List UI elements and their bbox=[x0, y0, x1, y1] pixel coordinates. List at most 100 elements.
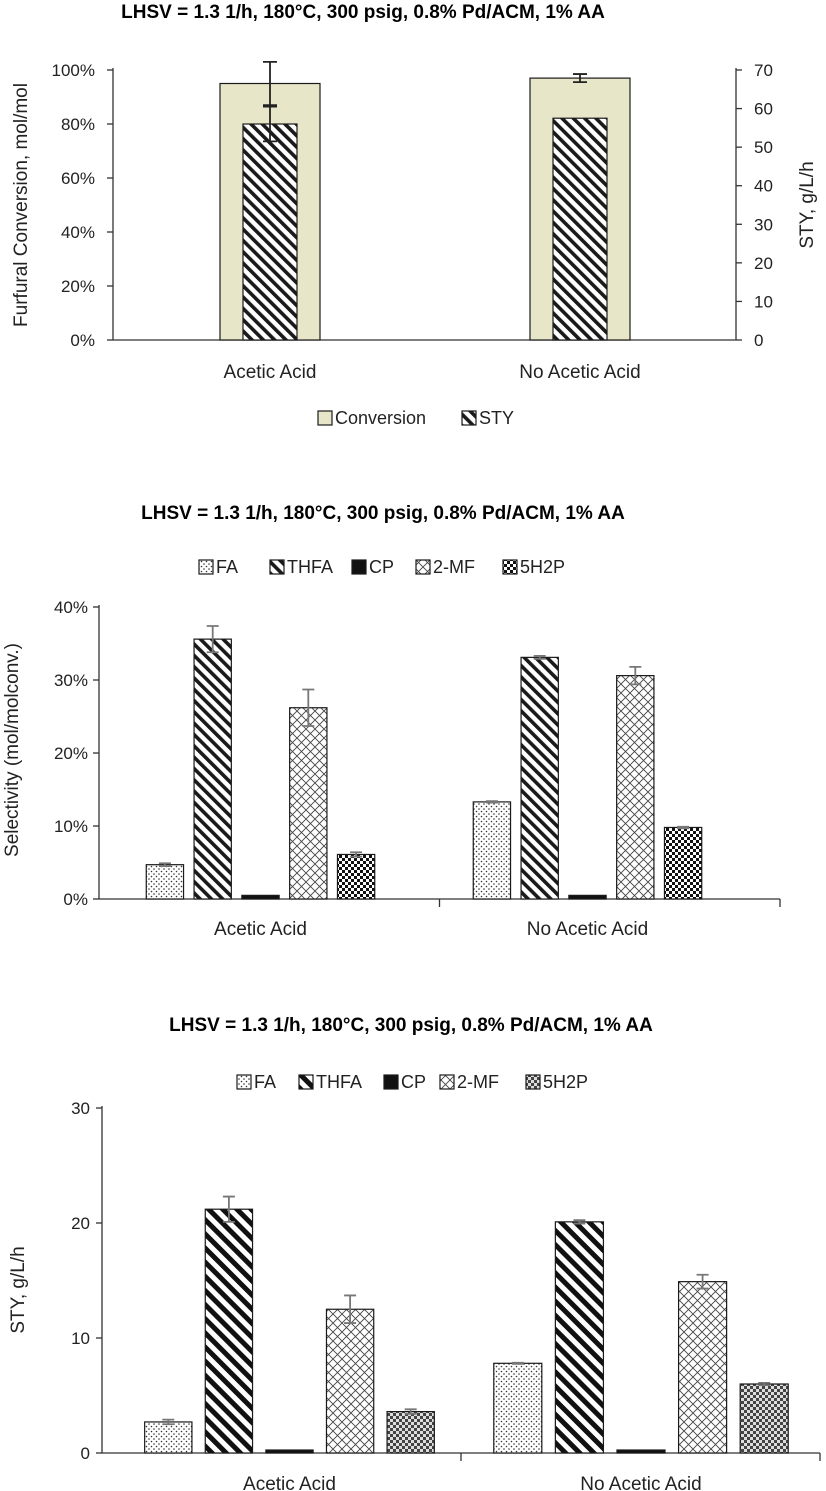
error-bar bbox=[677, 825, 690, 830]
legend-swatch-fa bbox=[198, 559, 214, 575]
x-category-label: No Acetic Acid bbox=[527, 919, 648, 940]
error-bar bbox=[629, 665, 642, 686]
legend-label-sty: STY bbox=[479, 408, 514, 428]
chart-title: LHSV = 1.3 1/h, 180°C, 300 psig, 0.8% Pd… bbox=[121, 2, 605, 23]
legend-label-2-mf: 2-MF bbox=[433, 557, 475, 577]
y2-tick-label: 10 bbox=[754, 292, 773, 311]
y-tick-label: 0% bbox=[63, 890, 88, 909]
y-tick-label: 100% bbox=[52, 61, 95, 80]
legend-label-thfa: THFA bbox=[316, 1072, 362, 1092]
y-tick-label: 40% bbox=[54, 598, 88, 617]
error-bar bbox=[533, 655, 546, 660]
chart-title: LHSV = 1.3 1/h, 180°C, 300 psig, 0.8% Pd… bbox=[169, 1015, 653, 1036]
legend-label-cp: CP bbox=[369, 557, 394, 577]
bar-2-mf bbox=[677, 1281, 728, 1454]
bar-2-mf bbox=[289, 707, 328, 900]
chart-1: LHSV = 1.3 1/h, 180°C, 300 psig, 0.8% Pd… bbox=[11, 2, 818, 428]
bar-5h2p bbox=[663, 826, 703, 900]
x-category-label: Acetic Acid bbox=[224, 362, 317, 383]
x-category-label: Acetic Acid bbox=[243, 1474, 336, 1491]
y-tick-label: 0% bbox=[70, 331, 95, 350]
error-bar bbox=[302, 688, 315, 727]
error-bar bbox=[263, 105, 277, 143]
y-axis-label: STY, g/L/h bbox=[8, 1246, 29, 1333]
error-bar bbox=[344, 1294, 357, 1324]
bar-2-mf bbox=[616, 675, 655, 900]
legend-swatch-2-mf bbox=[439, 1074, 455, 1090]
legend-swatch-2-mf bbox=[415, 559, 431, 575]
chart-2: LHSV = 1.3 1/h, 180°C, 300 psig, 0.8% Pd… bbox=[2, 503, 781, 940]
error-bar bbox=[573, 73, 587, 84]
bar-cp bbox=[241, 894, 280, 900]
y-tick-label: 20% bbox=[54, 744, 88, 763]
legend-label-5h2p: 5H2P bbox=[520, 557, 565, 577]
bar-2-mf bbox=[325, 1308, 375, 1454]
bar-cp bbox=[616, 1449, 666, 1454]
error-bar bbox=[758, 1381, 771, 1387]
bar-5h2p bbox=[386, 1410, 435, 1454]
error-bar bbox=[350, 851, 363, 858]
x-category-label: No Acetic Acid bbox=[519, 362, 640, 383]
y-tick-label: 20 bbox=[71, 1214, 90, 1233]
legend-swatch-5h2p bbox=[502, 559, 518, 575]
legend-label-thfa: THFA bbox=[287, 557, 333, 577]
error-bar bbox=[404, 1408, 417, 1415]
y2-tick-label: 40 bbox=[754, 177, 773, 196]
bar-fa bbox=[493, 1362, 543, 1454]
y2-tick-label: 50 bbox=[754, 138, 773, 157]
y-tick-label: 60% bbox=[61, 169, 95, 188]
y-tick-label: 20% bbox=[61, 277, 95, 296]
y-tick-label: 10% bbox=[54, 817, 88, 836]
chart-title: LHSV = 1.3 1/h, 180°C, 300 psig, 0.8% Pd… bbox=[141, 503, 625, 524]
legend-label-2-mf: 2-MF bbox=[457, 1072, 499, 1092]
y2-tick-label: 70 bbox=[754, 61, 773, 80]
x-category-label: No Acetic Acid bbox=[580, 1474, 701, 1491]
bar-thfa bbox=[554, 1221, 605, 1454]
legend-swatch-cp bbox=[383, 1074, 399, 1090]
y-tick-label: 30% bbox=[54, 671, 88, 690]
y2-tick-label: 0 bbox=[754, 331, 763, 350]
bar-thfa bbox=[204, 1208, 254, 1454]
legend-swatch-thfa bbox=[269, 559, 285, 575]
bar-fa bbox=[472, 801, 512, 900]
legend-swatch-sty bbox=[461, 410, 477, 426]
y-tick-label: 30 bbox=[71, 1099, 90, 1118]
bar-sty bbox=[552, 117, 608, 341]
bar-5h2p bbox=[739, 1383, 789, 1454]
legend-label-cp: CP bbox=[401, 1072, 426, 1092]
error-bar bbox=[206, 625, 219, 654]
legend-swatch-thfa bbox=[298, 1074, 314, 1090]
x-category-label: Acetic Acid bbox=[214, 919, 307, 940]
legend-swatch-fa bbox=[236, 1074, 252, 1090]
error-bar bbox=[511, 1361, 524, 1365]
error-bar bbox=[162, 1418, 175, 1426]
bar-thfa bbox=[193, 638, 232, 900]
legend-swatch-5h2p bbox=[525, 1074, 541, 1090]
y-tick-label: 10 bbox=[71, 1329, 90, 1348]
error-bar bbox=[222, 1195, 235, 1223]
legend-label-fa: FA bbox=[216, 557, 238, 577]
y-tick-label: 0 bbox=[81, 1444, 90, 1463]
bar-sty bbox=[242, 123, 298, 341]
y2-tick-label: 60 bbox=[754, 100, 773, 119]
bar-fa bbox=[144, 1421, 193, 1454]
bar-5h2p bbox=[336, 853, 376, 900]
error-bar bbox=[263, 61, 277, 106]
legend-swatch-conversion bbox=[317, 410, 333, 426]
y-axis-label: Selectivity (mol/molconv.) bbox=[2, 643, 23, 857]
error-bar bbox=[696, 1273, 709, 1290]
legend-swatch-cp bbox=[351, 559, 367, 575]
y-tick-label: 40% bbox=[61, 223, 95, 242]
error-bar bbox=[573, 1219, 586, 1225]
error-bar bbox=[158, 862, 171, 868]
y2-axis-label: STY, g/L/h bbox=[797, 161, 818, 248]
y-tick-label: 80% bbox=[61, 115, 95, 134]
y2-tick-label: 20 bbox=[754, 254, 773, 273]
bar-cp bbox=[568, 894, 607, 900]
bar-fa bbox=[145, 864, 185, 900]
error-bar bbox=[485, 800, 498, 804]
y2-tick-label: 30 bbox=[754, 215, 773, 234]
legend-label-5h2p: 5H2P bbox=[543, 1072, 588, 1092]
